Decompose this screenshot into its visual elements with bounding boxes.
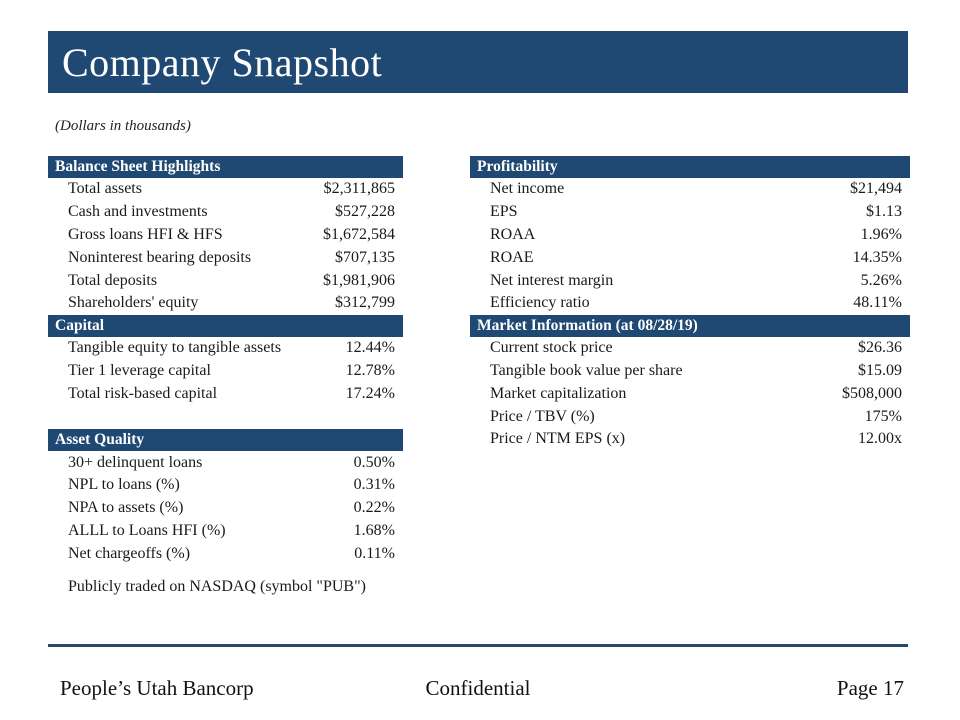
- table-row: ROAE 14.35%: [470, 246, 910, 269]
- row-value: 12.78%: [345, 361, 395, 379]
- table-row: Net income $21,494: [470, 178, 910, 201]
- table-row: Efficiency ratio 48.11%: [470, 292, 910, 315]
- row-value: 1.96%: [860, 225, 902, 243]
- row-value: $1,981,906: [323, 271, 395, 289]
- row-value: $26.36: [858, 339, 902, 357]
- footer-page-number: Page 17: [836, 676, 904, 700]
- table-row: NPL to loans (%) 0.31%: [48, 474, 403, 497]
- row-value: 17.24%: [345, 384, 395, 402]
- row-label: Price / NTM EPS (x): [490, 430, 626, 448]
- row-label: Gross loans HFI & HFS: [68, 225, 223, 243]
- row-value: $2,311,865: [323, 180, 395, 198]
- table-row: Tier 1 leverage capital 12.78%: [48, 360, 403, 383]
- table-row: Current stock price $26.36: [470, 337, 910, 360]
- footer-company: People’s Utah Bancorp: [60, 676, 254, 700]
- table-row: Noninterest bearing deposits $707,135: [48, 246, 403, 269]
- row-value: $1,672,584: [323, 225, 395, 243]
- row-label: Tangible book value per share: [490, 361, 683, 379]
- right-column: Profitability Net income $21,494 EPS $1.13 RO…: [470, 156, 910, 451]
- table-row: Market capitalization $508,000: [470, 382, 910, 405]
- row-value: $21,494: [850, 180, 902, 198]
- row-value: $1.13: [866, 203, 902, 221]
- table-row: Total deposits $1,981,906: [48, 269, 403, 292]
- row-value: 48.11%: [853, 294, 902, 312]
- row-label: Total risk-based capital: [68, 384, 218, 402]
- row-label: ALLL to Loans HFI (%): [68, 521, 226, 539]
- row-value: 12.44%: [345, 339, 395, 357]
- row-label: ROAE: [490, 248, 534, 266]
- table-row: NPA to assets (%) 0.22%: [48, 497, 403, 520]
- table-row: Tangible book value per share $15.09: [470, 360, 910, 383]
- row-label: NPA to assets (%): [68, 499, 184, 517]
- row-value: $527,228: [335, 203, 395, 221]
- table-row: Total risk-based capital 17.24%: [48, 382, 403, 405]
- section-market-information: Market Information (at 08/28/19) Current …: [470, 314, 910, 451]
- section-header: Asset Quality: [48, 429, 403, 452]
- footer: People’s Utah Bancorp Confidential Page …: [48, 676, 908, 701]
- table-row: 30+ delinquent loans 0.50%: [48, 451, 403, 474]
- section-asset-quality: Asset Quality 30+ delinquent loans 0.50% NP…: [48, 429, 403, 565]
- row-label: Net interest margin: [490, 271, 614, 289]
- table-row: Price / TBV (%) 175%: [470, 405, 910, 428]
- table-row: Price / NTM EPS (x) 12.00x: [470, 428, 910, 451]
- units-note: (Dollars in thousands): [55, 118, 191, 134]
- table-row: Tangible equity to tangible assets 12.44%: [48, 337, 403, 360]
- table-row: Net interest margin 5.26%: [470, 269, 910, 292]
- row-value: 0.22%: [353, 499, 395, 517]
- table-row: ROAA 1.96%: [470, 224, 910, 247]
- row-label: Tangible equity to tangible assets: [68, 339, 282, 357]
- row-label: Net chargeoffs (%): [68, 544, 191, 562]
- section-capital: Capital Tangible equity to tangible asset…: [48, 314, 403, 405]
- table-row: EPS $1.13: [470, 201, 910, 224]
- section-profitability: Profitability Net income $21,494 EPS $1.13 RO…: [470, 156, 910, 315]
- row-value: 0.11%: [354, 544, 395, 562]
- section-header: Market Information (at 08/28/19): [470, 314, 910, 337]
- footer-divider: [48, 644, 908, 647]
- section-header: Balance Sheet Highlights: [48, 156, 403, 178]
- table-row: Total assets $2,311,865: [48, 178, 403, 201]
- row-value: $508,000: [842, 384, 902, 402]
- row-label: Market capitalization: [490, 384, 627, 402]
- row-value: 12.00x: [858, 430, 902, 448]
- row-label: ROAA: [490, 225, 536, 243]
- table-row: ALLL to Loans HFI (%) 1.68%: [48, 520, 403, 543]
- table-row: Shareholders' equity $312,799: [48, 292, 403, 315]
- row-label: Efficiency ratio: [490, 294, 590, 312]
- row-value: $15.09: [858, 361, 902, 379]
- table-row: Gross loans HFI & HFS $1,672,584: [48, 224, 403, 247]
- row-label: Total assets: [68, 180, 142, 198]
- slide-title-bar: Company Snapshot: [48, 31, 908, 93]
- row-value: 0.31%: [353, 476, 395, 494]
- row-label: Total deposits: [68, 271, 158, 289]
- row-label: Net income: [490, 180, 565, 198]
- row-label: Price / TBV (%): [490, 407, 595, 425]
- row-label: NPL to loans (%): [68, 476, 180, 494]
- section-header: Profitability: [470, 156, 910, 178]
- row-label: Cash and investments: [68, 203, 208, 221]
- row-value: $312,799: [335, 294, 395, 312]
- footer-confidential: Confidential: [425, 676, 531, 700]
- listing-note: Publicly traded on NASDAQ (symbol "PUB"): [68, 578, 366, 596]
- row-value: 14.35%: [852, 248, 902, 266]
- row-value: 0.50%: [353, 453, 395, 471]
- row-label: Noninterest bearing deposits: [68, 248, 252, 266]
- row-value: 5.26%: [860, 271, 902, 289]
- table-row: Net chargeoffs (%) 0.11%: [48, 542, 403, 565]
- left-column: Balance Sheet Highlights Total assets $2,3…: [48, 156, 403, 596]
- page-title: Company Snapshot: [62, 39, 383, 85]
- section-header: Capital: [48, 314, 403, 337]
- row-label: Current stock price: [490, 339, 613, 357]
- row-value: 1.68%: [353, 521, 395, 539]
- table-row: Cash and investments $527,228: [48, 201, 403, 224]
- row-label: Shareholders' equity: [68, 294, 199, 312]
- row-label: Tier 1 leverage capital: [68, 361, 211, 379]
- row-value: 175%: [864, 407, 902, 425]
- section-balance-sheet-highlights: Balance Sheet Highlights Total assets $2,3…: [48, 156, 403, 315]
- row-label: 30+ delinquent loans: [68, 453, 203, 471]
- row-value: $707,135: [335, 248, 395, 266]
- row-label: EPS: [490, 203, 518, 221]
